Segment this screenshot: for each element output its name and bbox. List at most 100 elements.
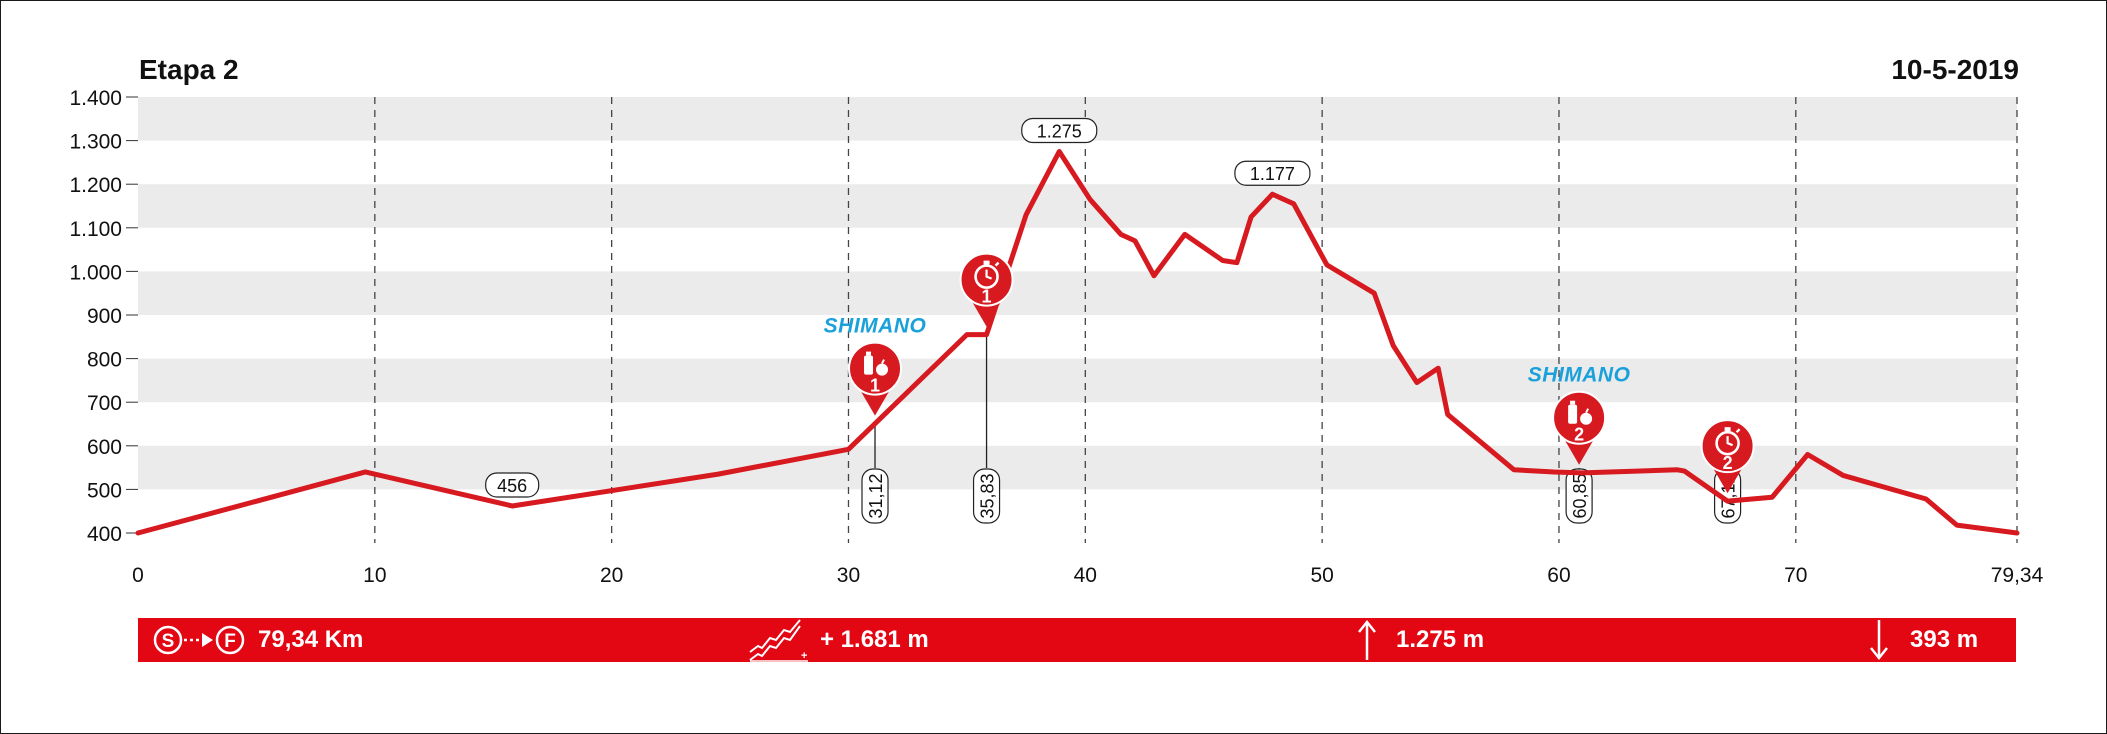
x-tick-label: 10 (363, 564, 386, 587)
km-label-box (861, 468, 889, 524)
y-tick-label: 900 (87, 305, 122, 328)
x-tick-label: 0 (132, 564, 144, 587)
marker-number: 1 (870, 376, 880, 396)
point-lines: 31,12 35,83 60,85 67,12 (861, 334, 1742, 524)
bottle-cap (1570, 400, 1576, 405)
x-axis-ticks: 0 10 20 30 40 50 60 70 79,34 (132, 564, 2043, 587)
y-tick-label: 800 (87, 349, 122, 372)
altitude-annotation-box (1234, 160, 1311, 186)
total-distance: 79,34 Km (258, 626, 364, 653)
km-label: 67,12 (1713, 468, 1742, 524)
total-ascent: + 1.681 m (820, 626, 929, 653)
y-tick-label: 1.200 (69, 174, 122, 197)
feed-zone-icon (864, 351, 889, 376)
stopwatch-icon (1715, 427, 1741, 456)
profile-series (135, 149, 2020, 536)
distance-item: S F 79,34 Km (152, 618, 363, 662)
marker-circle (1552, 390, 1607, 445)
y-tick-label: 1.100 (69, 218, 122, 241)
point-markers: 1 SHIMANO 1 2 SHIMANO 2 (824, 252, 1755, 494)
bottle-shape (864, 355, 874, 375)
km-label: 60,85 (1565, 468, 1593, 524)
marker-circle (959, 252, 1014, 307)
y-tick-label: 400 (87, 523, 122, 546)
y-axis-ticks: 400 500 600 700 800 900 1.000 1.100 1.200 1.300 1.… (69, 87, 138, 546)
bottle-shape (1568, 404, 1578, 424)
marker-number: 1 (982, 287, 992, 307)
y-band (138, 358, 2017, 403)
stopwatch-crown (1724, 427, 1731, 432)
marker-number: 2 (1723, 453, 1733, 473)
y-tick-label: 1.300 (69, 131, 122, 154)
km-label-text: 60,85 (1570, 473, 1590, 518)
x-tick-label: 70 (1784, 564, 1807, 587)
stopwatch-hands (985, 269, 992, 280)
altitude-annotation-box (1021, 117, 1098, 144)
apple-shape (1580, 412, 1593, 425)
max-altitude: 1.275 m (1396, 626, 1485, 653)
y-tick-label: 500 (87, 479, 122, 502)
km-label: 31,12 (861, 468, 889, 524)
feed-zone-icon (1568, 400, 1593, 425)
km-label-text: 31,12 (866, 473, 886, 518)
finish-letter: F (224, 631, 236, 652)
stage-summary-bar: S F 79,34 Km + + 1.681 m 1.275 m 393 m (138, 618, 2016, 662)
stopwatch-body (1715, 430, 1740, 456)
ascent-icon: + (749, 619, 808, 662)
start-finish-icon: S F (153, 625, 245, 655)
apple-stem (881, 359, 885, 365)
marker-circle (848, 341, 903, 396)
feed-zone-marker: 2 (1552, 390, 1607, 465)
x-tick-label: 30 (837, 564, 860, 587)
y-tick-label: 1.000 (69, 261, 122, 284)
arrow-up-icon (1358, 619, 1376, 660)
x-tick-label: 40 (1074, 564, 1097, 587)
y-band (138, 271, 2017, 315)
stopwatch-body (974, 264, 999, 289)
km-label-box (1565, 468, 1593, 524)
stopwatch-button (994, 261, 1000, 267)
max-altitude-item: 1.275 m (1356, 618, 1484, 662)
km-label-box (972, 468, 1001, 524)
stage-title: Etapa 2 (139, 54, 239, 85)
stage-date: 10-5-2019 (1891, 54, 2019, 85)
stopwatch-crown (983, 260, 990, 265)
x-tick-label: 50 (1310, 564, 1333, 587)
sponsor-logo: SHIMANO (824, 315, 927, 338)
y-band (138, 184, 2017, 228)
y-tick-label: 1.400 (69, 87, 122, 110)
start-letter: S (162, 631, 175, 652)
arrow-down-icon (1870, 620, 1888, 661)
apple-shape (876, 363, 889, 376)
km-label-text: 35,83 (978, 473, 998, 518)
altitude-annotation-label: 456 (497, 476, 527, 496)
min-altitude: 393 m (1910, 626, 1979, 653)
x-tick-label: 79,34 (1991, 564, 2044, 587)
stopwatch-icon (974, 260, 1000, 289)
marker-circle (1700, 419, 1755, 474)
x-gridlines (374, 97, 2018, 543)
feed-zone-marker: 1 (848, 341, 903, 416)
altitude-annotations: 456 1.275 1.177 (485, 117, 1311, 498)
altitude-annotation-label: 1.275 (1037, 122, 1082, 142)
bottle-cap (866, 351, 872, 356)
stopwatch-button (1735, 428, 1741, 434)
y-tick-label: 700 (87, 392, 122, 415)
profile-line (135, 149, 2020, 536)
timecheck-marker: 1 (959, 252, 1014, 327)
y-tick-label: 600 (87, 436, 122, 459)
altitude-annotation-label: 1.177 (1250, 164, 1295, 184)
timecheck-marker: 2 (1700, 419, 1755, 494)
x-tick-label: 20 (600, 564, 623, 587)
altitude-annotation-box (485, 472, 540, 498)
ascent-item: + + 1.681 m (748, 618, 929, 662)
marker-number: 2 (1574, 425, 1584, 445)
apple-stem (1585, 408, 1589, 414)
km-label: 35,83 (972, 468, 1001, 524)
sponsor-logo: SHIMANO (1528, 364, 1631, 387)
min-altitude-item: 393 m (1868, 618, 1978, 662)
svg-text:+: + (801, 650, 807, 662)
x-tick-label: 60 (1547, 564, 1570, 587)
stopwatch-hands (1726, 436, 1734, 447)
